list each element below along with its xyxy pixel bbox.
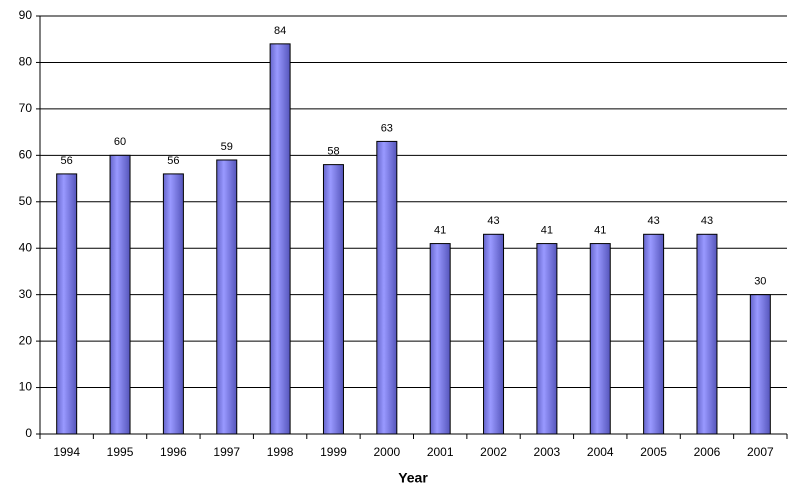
- y-tick-label: 20: [19, 333, 33, 347]
- x-tick-label: 2002: [480, 445, 507, 459]
- bar: [162, 173, 184, 435]
- data-label: 43: [647, 215, 659, 227]
- bar: [749, 294, 771, 435]
- x-tick-label: 1998: [267, 445, 294, 459]
- data-label: 30: [754, 276, 766, 288]
- y-tick-label: 90: [19, 8, 33, 22]
- x-tick-label: 1997: [213, 445, 240, 459]
- bar: [216, 159, 238, 435]
- bar: [322, 164, 344, 435]
- x-tick-label: 2006: [694, 445, 721, 459]
- bar: [696, 233, 718, 435]
- data-label: 63: [381, 122, 393, 134]
- data-label: 41: [594, 224, 606, 236]
- data-label: 56: [167, 155, 179, 167]
- data-label: 43: [701, 215, 713, 227]
- bar: [536, 243, 558, 435]
- x-tick-label: 2000: [373, 445, 400, 459]
- x-tick-label: 1994: [53, 445, 80, 459]
- data-label: 41: [541, 224, 553, 236]
- y-tick-label: 60: [19, 148, 33, 162]
- data-label: 56: [61, 155, 73, 167]
- x-tick-label: 2001: [427, 445, 454, 459]
- x-tick-label: 2004: [587, 445, 614, 459]
- data-label: 43: [487, 215, 499, 227]
- data-label: 58: [327, 146, 339, 158]
- data-label: 59: [221, 141, 233, 153]
- x-tick-label: 1999: [320, 445, 347, 459]
- bar: [483, 233, 505, 435]
- y-tick-label: 70: [19, 101, 33, 115]
- y-tick-label: 0: [25, 426, 32, 440]
- y-tick-label: 10: [19, 380, 33, 394]
- y-tick-label: 30: [19, 287, 33, 301]
- x-axis-title: Year: [398, 470, 428, 486]
- bar: [589, 243, 611, 435]
- data-label: 41: [434, 224, 446, 236]
- x-tick-label: 2003: [534, 445, 561, 459]
- bar: [376, 140, 398, 435]
- x-tick-label: 1995: [107, 445, 134, 459]
- data-label: 84: [274, 25, 286, 37]
- data-label: 60: [114, 136, 126, 148]
- y-tick-label: 80: [19, 55, 33, 69]
- y-tick-label: 50: [19, 194, 33, 208]
- bar: [109, 154, 131, 435]
- x-tick-label: 2005: [640, 445, 667, 459]
- bar: [429, 243, 451, 435]
- x-tick-label: 2007: [747, 445, 774, 459]
- y-tick-label: 40: [19, 240, 33, 254]
- bar: [269, 43, 291, 435]
- bar: [56, 173, 78, 435]
- x-tick-label: 1996: [160, 445, 187, 459]
- bar: [643, 233, 665, 435]
